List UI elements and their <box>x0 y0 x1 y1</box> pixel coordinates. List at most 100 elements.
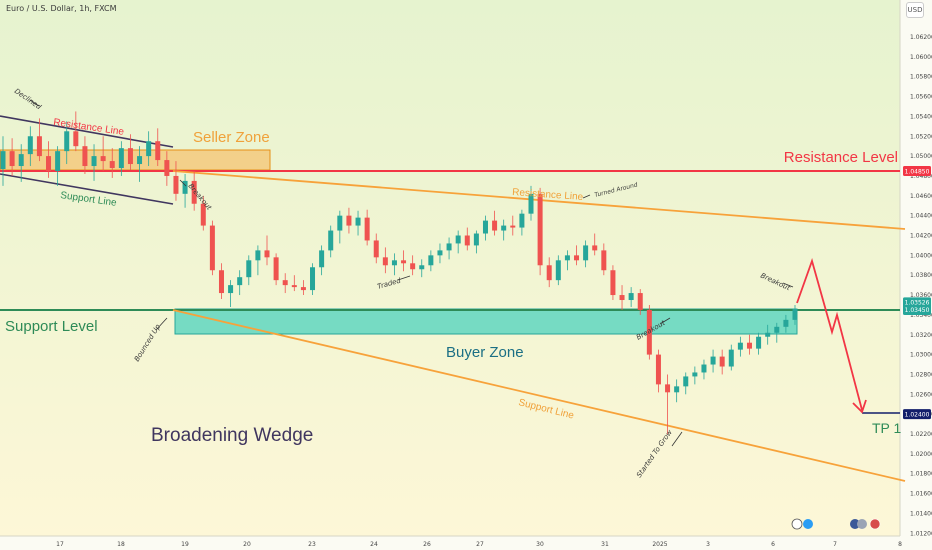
candle-body <box>537 193 543 266</box>
price-tick-label: 1.05600 <box>910 94 932 101</box>
price-tick-label: 1.04000 <box>910 252 932 259</box>
time-tick-label: 23 <box>308 541 316 548</box>
candle-body <box>601 250 607 271</box>
candle-body <box>501 225 507 231</box>
candle-body <box>774 326 780 333</box>
candle-body <box>756 336 762 349</box>
candle-body <box>18 154 24 167</box>
flag-icon-eu[interactable] <box>850 519 860 529</box>
time-ticks: 17 18 19 20 23 24 26 27 30 31 2025 3 6 7 8 <box>56 541 902 548</box>
currency-button[interactable]: USD <box>906 2 924 18</box>
price-label-text: 1.04850 <box>905 168 930 175</box>
lightning-icon[interactable] <box>791 518 803 530</box>
candle-body <box>592 245 598 251</box>
candle-body <box>146 141 152 157</box>
candle-body <box>246 260 252 278</box>
candle-body <box>455 235 461 244</box>
price-tick-label: 1.04600 <box>910 193 932 200</box>
time-tick-label: 2025 <box>652 541 667 548</box>
candle-body <box>473 233 479 246</box>
label-support-level: Support Level <box>5 318 98 335</box>
candle-body <box>355 217 361 226</box>
candle-body <box>546 265 552 281</box>
candle-body <box>610 270 616 296</box>
candle-body <box>728 349 734 367</box>
price-tick-label: 1.03800 <box>910 272 932 279</box>
candle-body <box>27 136 33 155</box>
arrow-breakout-mid <box>659 317 671 325</box>
candle-body <box>36 136 42 157</box>
candle-body <box>692 372 698 377</box>
price-tick-label: 1.01400 <box>910 510 932 517</box>
candle-body <box>310 267 316 291</box>
forecast-arrowhead <box>852 399 867 414</box>
candle-body <box>82 146 88 167</box>
candle-body <box>619 295 625 301</box>
candle-body <box>155 141 161 161</box>
candle-body <box>300 287 306 291</box>
time-axis-panel[interactable] <box>0 536 900 550</box>
time-tick-label: 30 <box>536 541 544 548</box>
flag-icon-us[interactable] <box>857 519 867 529</box>
plot-background <box>0 0 900 536</box>
candle-body <box>382 257 388 266</box>
time-tick-label: 6 <box>771 541 775 548</box>
price-tick-label: 1.05200 <box>910 133 932 140</box>
price-label-text: 1.02400 <box>905 411 930 418</box>
label-tp1: TP 1 <box>872 420 902 436</box>
forecast-path <box>796 258 863 411</box>
candle-body <box>464 235 470 246</box>
candle-body <box>646 309 652 355</box>
candle-body <box>528 193 534 214</box>
candle-body <box>127 148 133 165</box>
candle-body <box>737 342 743 350</box>
price-label-badge <box>903 297 931 308</box>
candle-body <box>182 180 188 194</box>
candle-body <box>401 260 407 264</box>
candle-body <box>319 250 325 268</box>
wedge-support-line <box>172 309 906 482</box>
candle-body <box>428 255 434 266</box>
candle-body <box>655 354 661 385</box>
candle-body <box>701 364 707 373</box>
price-axis-panel[interactable] <box>900 0 932 550</box>
status-icon[interactable] <box>803 519 813 529</box>
candle-body <box>109 161 115 169</box>
resistance-channel-line <box>0 115 174 148</box>
candle-body <box>73 131 79 147</box>
candle-body <box>574 255 580 261</box>
price-tick-label: 1.05800 <box>910 74 932 81</box>
candle-body <box>792 308 798 320</box>
candle-body <box>118 148 124 169</box>
arrow-breakout-left <box>179 179 187 187</box>
candle-body <box>364 217 370 241</box>
price-tick-label: 1.01600 <box>910 491 932 498</box>
time-tick-label: 27 <box>476 541 484 548</box>
candle-body <box>46 156 52 171</box>
candle-body <box>282 280 288 286</box>
candle-body <box>492 220 498 231</box>
price-tick-label: 1.05400 <box>910 113 932 120</box>
candle-body <box>519 213 525 228</box>
flag-icon-uk[interactable] <box>869 518 881 530</box>
candle-body <box>446 243 452 251</box>
candle-body <box>55 151 61 171</box>
price-ticks: 1.06200 1.06000 1.05800 1.05600 1.05400 1.052… <box>910 34 932 537</box>
time-tick-label: 18 <box>117 541 125 548</box>
label-buyer-zone: Buyer Zone <box>446 344 524 361</box>
price-tick-label: 1.02200 <box>910 431 932 438</box>
candle-body <box>191 180 197 204</box>
candle-body <box>419 265 425 270</box>
candle-body <box>100 156 106 162</box>
arrow-started-to-grow <box>671 431 683 447</box>
candle-body <box>346 215 352 226</box>
price-tick-label: 1.04200 <box>910 233 932 240</box>
candle-body <box>783 319 789 327</box>
label-resistance-level: Resistance Level <box>784 149 898 166</box>
candle-body <box>555 260 561 281</box>
price-tick-label: 1.02600 <box>910 391 932 398</box>
arrow-declined <box>29 99 40 107</box>
